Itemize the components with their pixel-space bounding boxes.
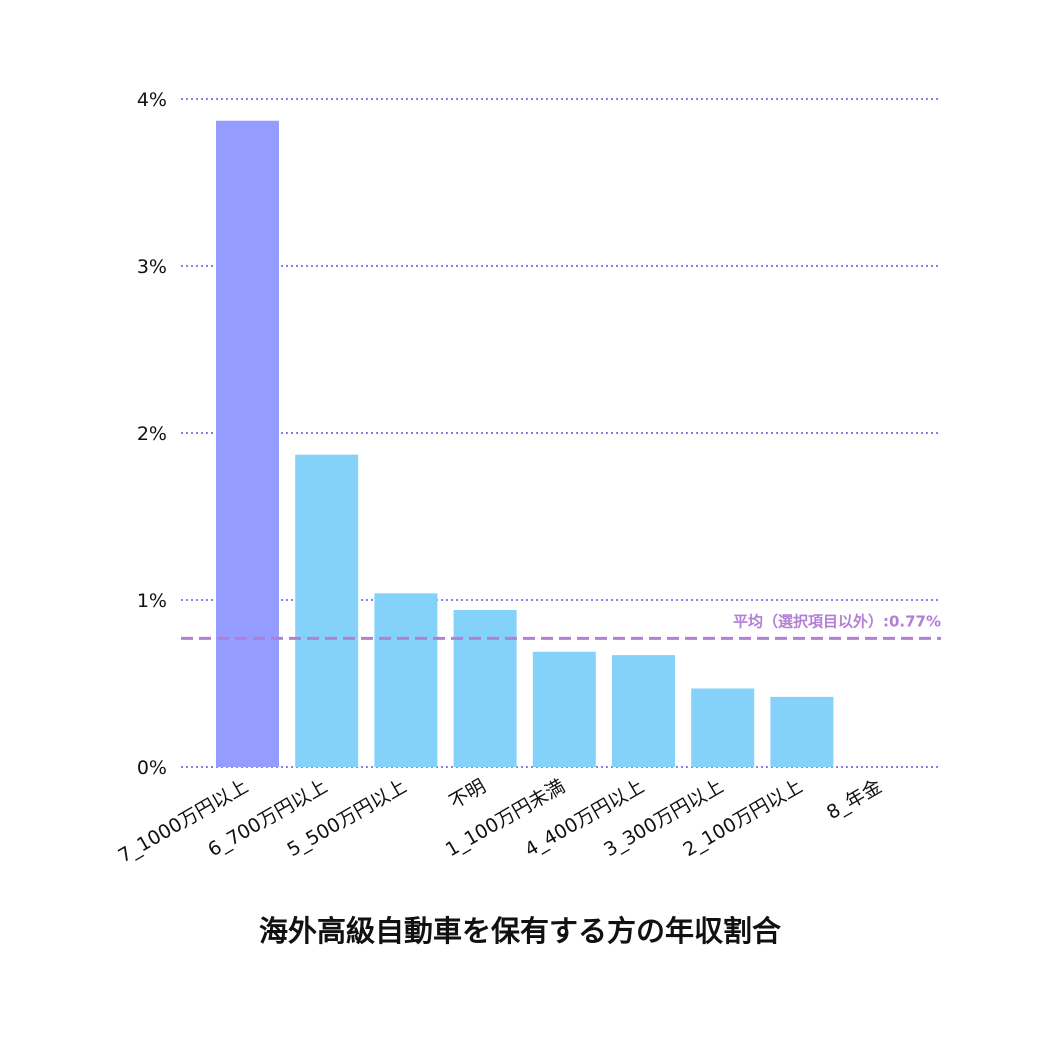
bar: [453, 610, 517, 767]
bar: [374, 593, 438, 767]
bar: [612, 655, 675, 767]
average-label: 平均（選択項目以外）:0.77%: [733, 612, 941, 630]
y-tick-label: 1%: [137, 590, 167, 612]
y-tick-label: 4%: [137, 89, 167, 111]
bar: [770, 696, 834, 767]
y-tick-label: 0%: [137, 757, 167, 779]
bar: [691, 688, 755, 767]
x-tick-label: 7_1000万円以上: [115, 775, 252, 867]
bar: [532, 651, 596, 767]
y-tick-label: 2%: [137, 423, 167, 445]
x-tick-label: 不明: [446, 775, 490, 813]
chart-title: 海外高級自動車を保有する方の年収割合: [258, 914, 781, 948]
x-tick-label: 8_年金: [823, 775, 886, 824]
bars: [216, 120, 834, 767]
average-line-group: 平均（選択項目以外）:0.77%: [181, 612, 941, 640]
bar: [216, 120, 279, 767]
bar: [295, 454, 359, 767]
y-tick-label: 3%: [137, 256, 167, 278]
